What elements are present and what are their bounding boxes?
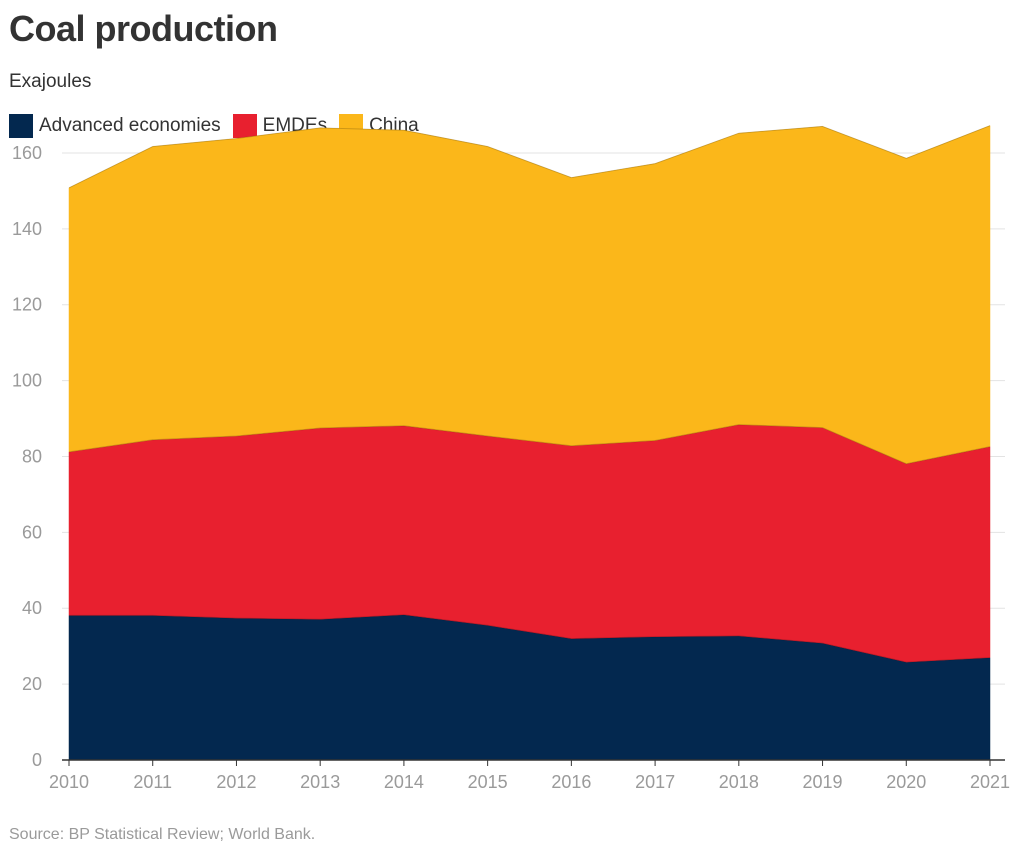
y-tick-label-80: 80	[22, 446, 42, 466]
series-edge-emdes	[68, 424, 991, 465]
legend-label-advanced-economies: Advanced economies	[39, 115, 221, 136]
x-tick-label-2016: 2016	[551, 772, 591, 792]
series-edge-advanced-economies	[69, 614, 991, 663]
x-tick-label-2019: 2019	[803, 772, 843, 792]
y-tick-label-0: 0	[32, 750, 42, 770]
legend-swatch-emdes	[232, 114, 257, 138]
legend-item-advanced-economies: Advanced economies	[9, 114, 221, 138]
x-tick-label-2011: 2011	[133, 772, 172, 792]
x-tick-label-2017: 2017	[635, 772, 675, 792]
x-tick-label-2014: 2014	[384, 772, 424, 792]
y-tick-label-20: 20	[22, 674, 42, 694]
axes: 0 20 40 60 80 100 120 140 160 2010 2011 2012 2013 201…	[12, 143, 1010, 792]
legend-swatch-advanced-economies	[9, 114, 33, 138]
x-tick-label-2021: 2021	[970, 772, 1010, 792]
y-tick-label-40: 40	[22, 598, 42, 618]
series-edge-china	[68, 125, 991, 189]
x-tick-label-2012: 2012	[216, 772, 256, 792]
chart-subtitle: Exajoules	[9, 71, 92, 92]
chart-title: Coal production	[9, 8, 278, 49]
x-tick-label-2015: 2015	[468, 772, 508, 792]
x-tick-label-2020: 2020	[886, 772, 926, 792]
x-tick-label-2018: 2018	[719, 772, 759, 792]
y-tick-label-60: 60	[22, 522, 42, 542]
source-note: Source: BP Statistical Review; World Ban…	[9, 826, 316, 843]
y-tick-label-100: 100	[12, 371, 42, 391]
x-tick-label-2013: 2013	[300, 772, 340, 792]
y-tick-label-160: 160	[12, 143, 42, 163]
x-tick-label-2010: 2010	[49, 772, 89, 792]
y-tick-label-120: 120	[12, 295, 42, 315]
area-china	[68, 125, 991, 464]
y-tick-label-140: 140	[12, 219, 42, 239]
area-series	[68, 125, 991, 761]
